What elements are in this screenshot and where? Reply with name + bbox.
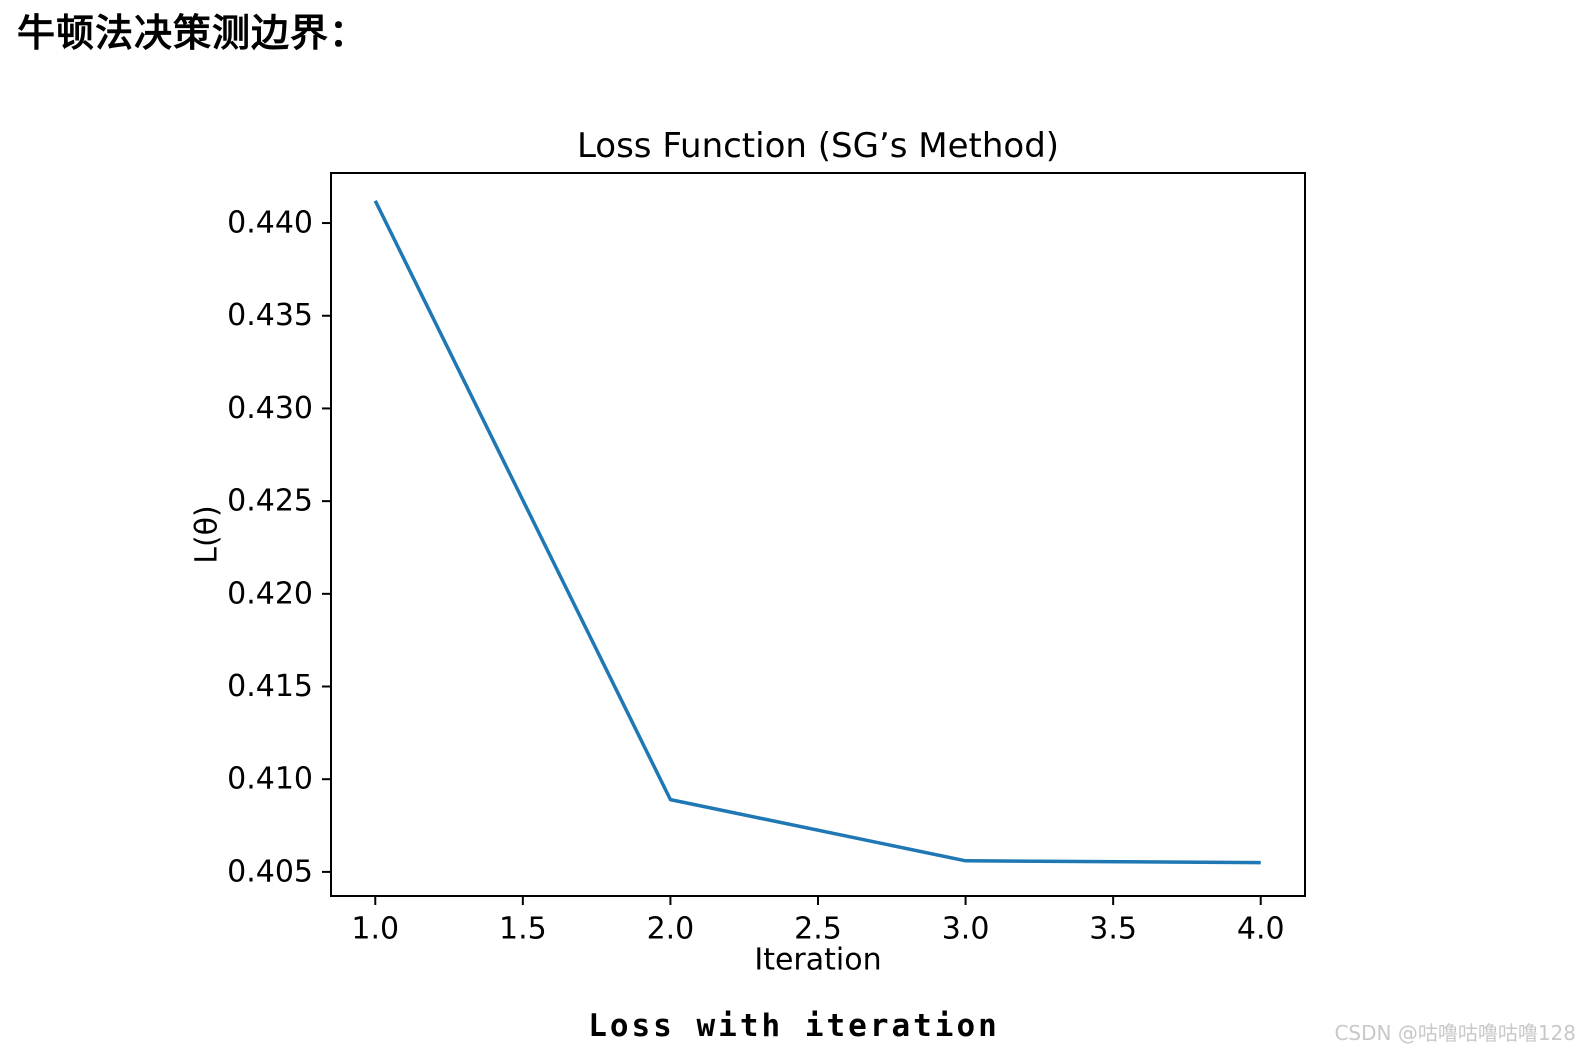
y-axis-label: L(θ)	[190, 505, 225, 563]
x-tick-label: 4.0	[1237, 912, 1285, 947]
y-tick-label: 0.435	[227, 298, 313, 333]
chart-title: Loss Function (SG’s Method)	[577, 126, 1059, 166]
x-tick-label: 1.0	[351, 912, 399, 947]
y-tick-label: 0.425	[227, 484, 313, 519]
figure-caption: Loss with iteration	[588, 1008, 1000, 1044]
x-tick-label: 3.5	[1089, 912, 1137, 947]
y-tick-label: 0.430	[227, 391, 313, 426]
y-tick-label: 0.415	[227, 669, 313, 704]
y-tick-label: 0.405	[227, 854, 313, 889]
loss-line-chart: 1.0 1.5 2.0 2.5 3.0 3.5 4.0 0.405 0.410 0.415 0.42…	[190, 126, 1306, 978]
y-tick-label: 0.440	[227, 206, 313, 241]
x-tick-label: 1.5	[499, 912, 547, 947]
y-tick-label: 0.410	[227, 762, 313, 797]
x-tick-label: 2.5	[794, 912, 842, 947]
section-heading: 牛顿法决策测边界：	[17, 11, 369, 55]
y-tick-label: 0.420	[227, 576, 313, 611]
x-axis-label: Iteration	[754, 943, 881, 978]
plot-border	[330, 172, 1306, 897]
x-tick-label: 2.0	[647, 912, 695, 947]
loss-series-line	[373, 200, 1261, 865]
csdn-watermark: CSDN @咕噜咕噜咕噜128	[1334, 1021, 1576, 1045]
x-tick-label: 3.0	[942, 912, 990, 947]
